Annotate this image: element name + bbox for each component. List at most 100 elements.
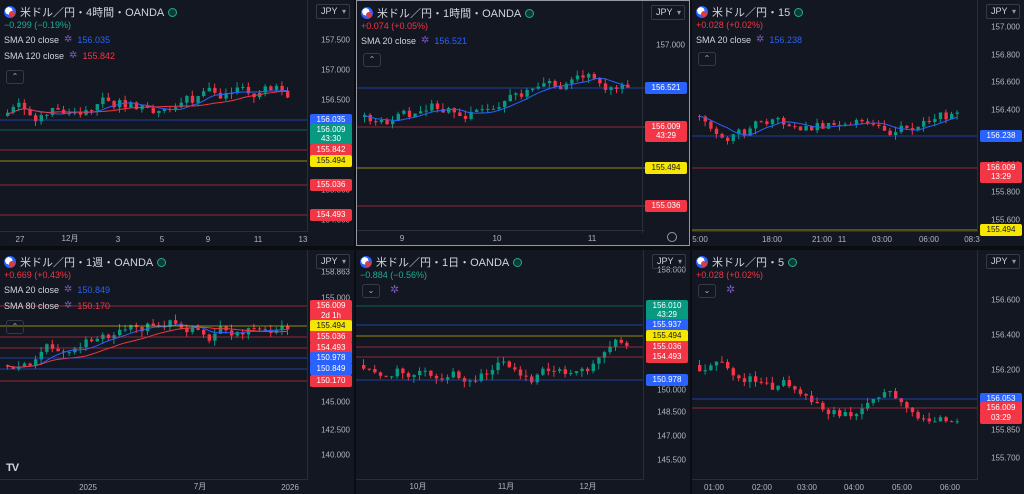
time-axis[interactable]: 01:00 02:00 03:00 04:00 05:00 06:00: [692, 479, 978, 494]
candle-body: [458, 112, 462, 116]
candle-body: [17, 366, 21, 370]
chart-panel[interactable]: 米ドル／円・5 +0.028 (+0.02%) ⌄ ✲ 156.600 156.400 15…: [692, 250, 1024, 494]
indicator-settings-icon[interactable]: ✲: [64, 34, 73, 45]
symbol-header[interactable]: 米ドル／円・1時間・OANDA: [361, 5, 535, 21]
chart-panel[interactable]: 米ドル／円・4時間・OANDA −0.299 (−0.19%) SMA 20 clo…: [0, 0, 354, 246]
chart-panel[interactable]: 米ドル／円・1時間・OANDA +0.074 (+0.05%) SMA 20 clo…: [356, 0, 690, 246]
collapse-legend-button[interactable]: ⌃: [6, 70, 24, 84]
indicator-settings-icon[interactable]: ✲: [756, 34, 765, 45]
indicator-legend[interactable]: SMA 20 close ✲ 150.849: [4, 284, 110, 295]
candle-body: [457, 371, 461, 379]
candle-body: [944, 112, 948, 120]
price-change: +0.669 (+0.43%): [4, 270, 72, 280]
symbol-header[interactable]: 米ドル／円・15: [696, 4, 804, 20]
candlestick-plot[interactable]: [357, 1, 645, 233]
time-tick-label: 9: [205, 235, 211, 244]
axis-settings-icon[interactable]: [667, 232, 677, 242]
price-tick-label: 156.200: [991, 365, 1020, 375]
price-tag: 150.978: [310, 352, 352, 364]
indicator-label: SMA 20 close: [4, 284, 60, 295]
indicator-legend[interactable]: SMA 20 close ✲ 156.238: [696, 34, 802, 45]
candle-body: [860, 120, 864, 122]
indicator-legend[interactable]: SMA 120 close ✲ 155.842: [4, 50, 115, 61]
indicator-legend[interactable]: SMA 80 close ✲ 150.170: [4, 300, 110, 311]
indicator-settings-icon[interactable]: ✲: [64, 284, 73, 295]
candle-body: [463, 115, 468, 119]
candlestick-plot[interactable]: [0, 250, 308, 480]
price-axis[interactable]: 156.600 156.400 156.200 155.850 155.700 156.0…: [977, 250, 1024, 480]
symbol-header[interactable]: 米ドル／円・4時間・OANDA: [4, 4, 178, 20]
collapse-legend-button[interactable]: ⌄: [362, 284, 380, 298]
price-axis[interactable]: 157.000156.800156.600156.400156.200156.0…: [977, 0, 1024, 236]
indicator-settings-icon[interactable]: ✲: [421, 35, 430, 46]
candle-body: [782, 380, 786, 386]
time-tick-label: 11: [253, 235, 263, 244]
candle-body: [894, 391, 898, 399]
candle-body: [452, 108, 456, 113]
collapse-legend-button[interactable]: ⌃: [6, 320, 24, 334]
price-axis[interactable]: 157.500157.000156.500156.000155.500155.0…: [307, 0, 354, 232]
time-axis[interactable]: 5:00 18:00 21:00 11 03:00 06:00 08:3: [692, 231, 980, 246]
market-open-icon: [788, 257, 798, 267]
currency-selector[interactable]: JPY: [316, 4, 350, 19]
symbol-header[interactable]: 米ドル／円・1週・OANDA: [4, 254, 167, 270]
symbol-header[interactable]: 米ドル／円・1日・OANDA: [360, 254, 523, 270]
candle-body: [776, 117, 780, 120]
candle-body: [782, 117, 786, 125]
indicator-legend[interactable]: SMA 20 close ✲ 156.521: [361, 35, 467, 46]
currency-selector[interactable]: JPY: [316, 254, 350, 269]
chart-panel[interactable]: 米ドル／円・15 +0.028 (+0.02%) SMA 20 close ✲ 156.…: [692, 0, 1024, 246]
time-axis[interactable]: 2025 7月 2026: [0, 479, 308, 494]
candlestick-plot[interactable]: [356, 250, 644, 480]
candle-body: [770, 382, 775, 390]
time-tick-label: 5: [159, 235, 165, 244]
candle-body: [910, 128, 915, 131]
price-tick-label: 157.000: [321, 65, 350, 75]
indicator-settings-icon[interactable]: ✲: [69, 50, 78, 61]
time-tick-label: 5:00: [692, 235, 708, 244]
symbol-header[interactable]: 米ドル／円・5: [696, 254, 798, 270]
time-axis[interactable]: 10月 11月 12月: [356, 479, 644, 494]
tradingview-logo[interactable]: TV: [6, 462, 19, 474]
indicator-value: 150.849: [77, 284, 110, 295]
chart-panel[interactable]: 米ドル／円・1日・OANDA −0.884 (−0.56%) ⌄ ✲ 158.000 15…: [356, 250, 690, 494]
candle-body: [106, 334, 111, 339]
candlestick-plot[interactable]: [0, 0, 308, 232]
indicator-icon[interactable]: ✲: [726, 284, 736, 296]
collapse-legend-button[interactable]: ⌃: [363, 53, 381, 67]
currency-selector[interactable]: JPY: [651, 5, 685, 20]
currency-selector[interactable]: JPY: [652, 254, 686, 269]
candle-body: [726, 361, 730, 369]
indicator-settings-icon[interactable]: ✲: [64, 300, 73, 311]
candle-body: [927, 120, 931, 122]
price-axis[interactable]: 157.000 156.521 156.009 43:29 155.494 155.036: [642, 1, 689, 233]
chart-panel[interactable]: 米ドル／円・1週・OANDA +0.669 (+0.43%) SMA 20 clos…: [0, 250, 354, 494]
market-open-icon: [525, 8, 535, 18]
candle-body: [419, 111, 423, 114]
currency-selector[interactable]: JPY: [986, 4, 1020, 19]
collapse-legend-button[interactable]: ⌃: [698, 52, 716, 66]
price-change: +0.028 (+0.02%): [696, 270, 764, 280]
indicator-legend[interactable]: SMA 20 close ✲ 156.035: [4, 34, 110, 45]
price-axis[interactable]: 158.863155.000152.500150.000147.500145.0…: [307, 250, 354, 480]
candlestick-plot[interactable]: [692, 0, 978, 232]
time-axis[interactable]: 9 10 11: [357, 230, 645, 245]
time-axis[interactable]: 27 12月 3 5 9 11 13: [0, 231, 308, 246]
price-tick-label: 156.800: [991, 50, 1020, 60]
candle-body: [224, 93, 228, 99]
currency-selector[interactable]: JPY: [986, 254, 1020, 269]
collapse-legend-button[interactable]: ⌄: [698, 284, 716, 298]
time-tick-label: 04:00: [843, 483, 865, 492]
time-tick-label: 2025: [79, 483, 97, 492]
price-tag: 155.494: [310, 155, 352, 167]
candle-body: [944, 417, 948, 422]
candle-body: [402, 110, 406, 114]
sma-line: [7, 90, 288, 115]
price-axis[interactable]: 158.000 150.000 148.500 147.000 145.500 156.0…: [643, 250, 690, 480]
candle-body: [146, 323, 150, 332]
indicator-icon[interactable]: ✲: [390, 284, 400, 296]
candle-body: [894, 132, 898, 136]
candle-body: [280, 85, 284, 91]
candle-body: [95, 338, 99, 342]
candlestick-plot[interactable]: [692, 250, 978, 480]
